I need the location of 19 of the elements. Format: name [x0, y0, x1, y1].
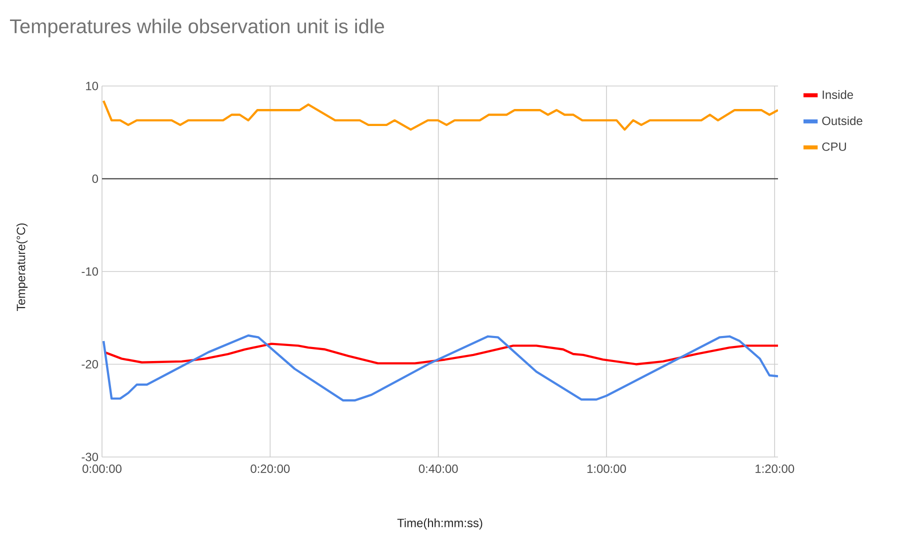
- x-tick-label: 1:00:00: [587, 464, 626, 473]
- y-tick-label: 10: [86, 82, 98, 90]
- legend-label: Inside: [822, 90, 854, 99]
- y-axis-title: Temperature(°C): [16, 223, 28, 311]
- y-tick-label: -10: [82, 267, 98, 276]
- y-tick-label: -20: [82, 360, 98, 368]
- y-tick-label: 0: [92, 174, 98, 183]
- x-tick-label: 0:20:00: [250, 464, 290, 473]
- chart-title: Temperatures while observation unit is idle: [10, 18, 384, 38]
- x-axis-title: Time(hh:mm:ss): [397, 518, 482, 530]
- line-series: [102, 334, 778, 402]
- x-tick-label: 0:00:00: [82, 464, 122, 473]
- x-tick-label: 1:20:00: [756, 464, 794, 473]
- y-tick-label: -30: [82, 452, 98, 462]
- x-tick-label: 0:40:00: [418, 464, 458, 473]
- legend-label: CPU: [822, 142, 846, 151]
- line-series: [102, 100, 778, 131]
- line-series: [103, 342, 778, 366]
- legend-label: Outside: [822, 116, 862, 126]
